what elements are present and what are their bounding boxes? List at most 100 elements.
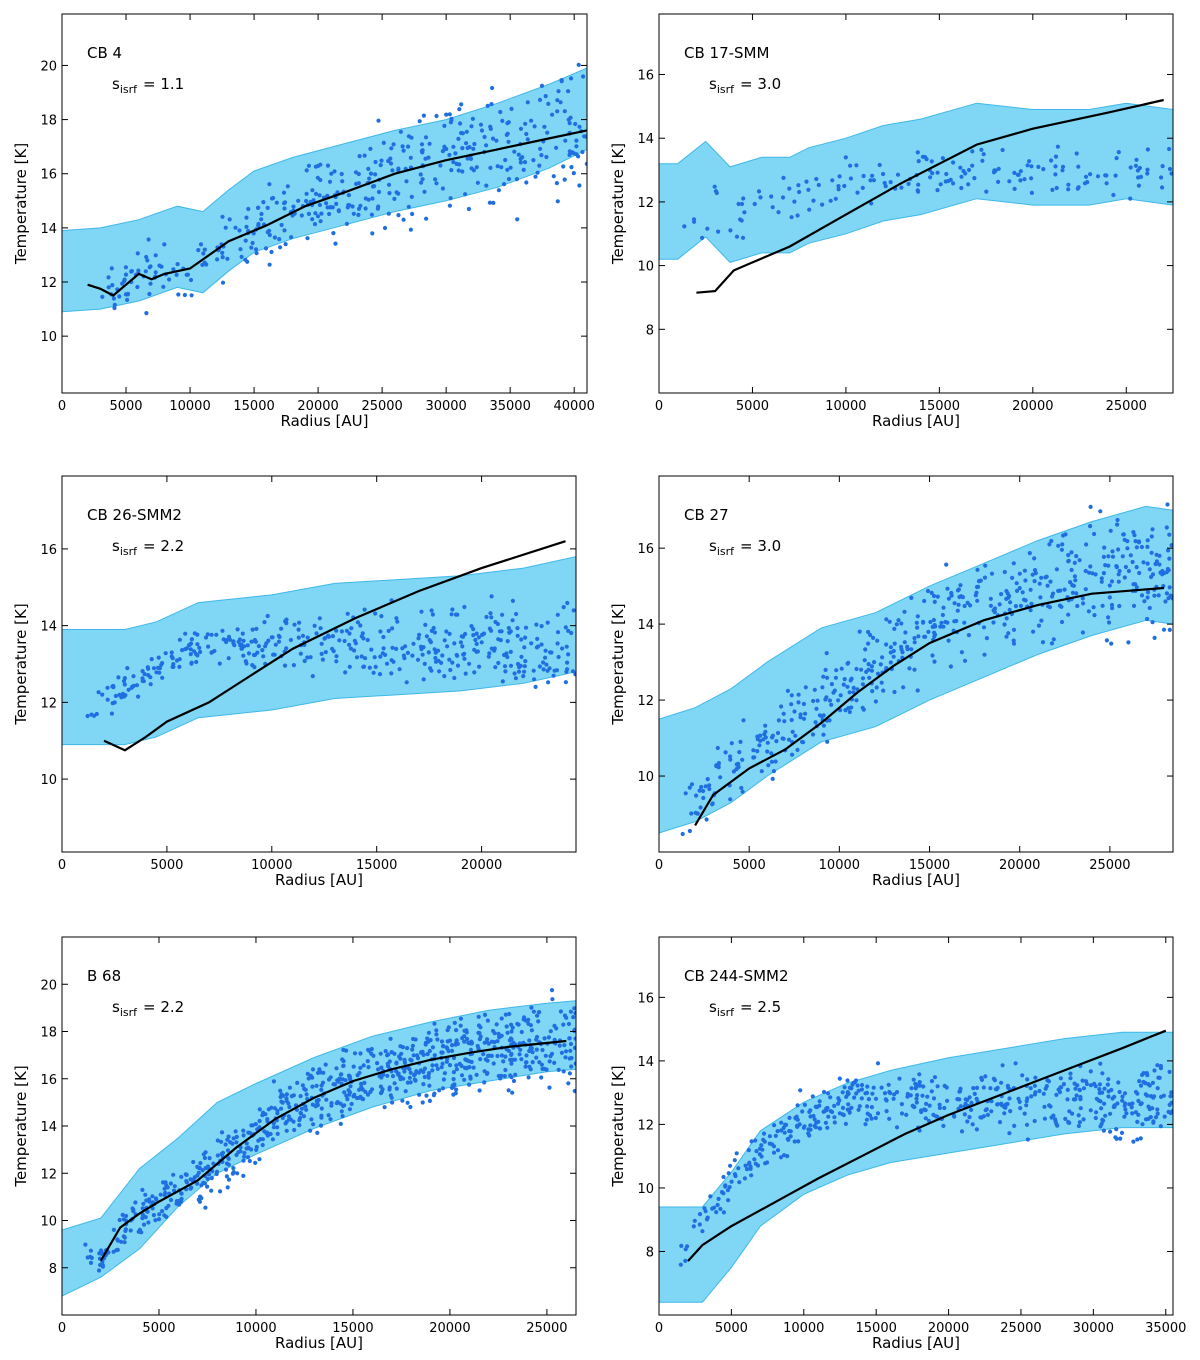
data-point [510,1025,515,1030]
data-point [202,1155,207,1161]
plot-area [62,62,587,316]
data-point [1003,1102,1009,1107]
data-point [1002,1111,1007,1116]
data-point [451,159,456,165]
data-point [220,214,225,219]
data-point [153,1218,158,1223]
data-point [812,687,817,692]
data-point [474,631,479,636]
data-point [975,598,980,603]
data-point [769,759,775,764]
data-point [1130,1101,1135,1106]
data-point [699,784,704,790]
data-point [513,1072,518,1077]
data-point [1073,1086,1078,1091]
data-point [522,1015,527,1020]
data-point [1145,171,1150,176]
data-point [279,1099,284,1104]
data-point [1135,168,1140,173]
model-range-band [62,1000,576,1297]
data-point [959,1129,965,1134]
data-point [568,1009,574,1014]
data-point [250,1123,255,1128]
data-point [442,123,447,128]
data-point [867,675,872,680]
data-point [789,215,794,220]
data-point [459,1073,465,1078]
data-point [843,155,848,160]
data-point [1000,147,1005,153]
data-point [512,671,517,676]
data-point [400,144,405,149]
data-point [421,677,426,682]
data-point [857,629,862,634]
data-point [1118,1136,1123,1141]
data-point [1033,571,1038,576]
data-point [531,1009,537,1014]
data-point [779,704,784,709]
data-point [474,1072,479,1077]
data-point [381,1072,386,1077]
data-point [1076,164,1081,169]
data-point [944,562,949,567]
data-point [462,1039,467,1044]
data-point [825,739,830,744]
data-point [426,1039,431,1044]
data-point [846,1102,851,1107]
data-point [376,204,381,209]
data-point [929,159,934,164]
data-point [373,664,378,670]
y-tick-label: 14 [40,1120,57,1135]
data-point [1066,558,1071,564]
data-point [884,617,889,622]
data-point [1065,1097,1070,1102]
data-point [339,1109,344,1114]
x-tick-label: 20000 [429,1321,470,1336]
data-point [875,638,880,643]
data-point [572,1006,576,1011]
data-point [970,163,975,168]
data-point [912,640,917,645]
data-point [153,253,158,258]
data-point [225,1148,231,1153]
data-point [136,268,141,273]
y-tick-label: 14 [637,132,654,147]
data-point [297,1123,302,1128]
data-point [89,712,94,717]
data-point [573,672,576,677]
data-point [464,1065,469,1070]
data-point [861,173,866,179]
data-point [391,659,396,664]
data-point [266,1107,271,1112]
data-point [569,165,574,170]
data-point [344,628,349,633]
data-point [506,139,511,144]
data-point [1145,544,1150,550]
data-point [458,1023,463,1028]
data-point [150,1194,155,1199]
data-point [1122,575,1127,580]
data-point [487,651,492,656]
data-point [869,664,875,669]
data-point [559,1050,565,1055]
data-point [1097,1087,1102,1092]
data-point [357,154,362,159]
data-point [1007,593,1012,599]
data-point [442,1071,447,1076]
data-point [197,1165,202,1170]
data-point [454,1087,459,1092]
data-point [105,685,110,690]
data-point [704,817,709,822]
data-point [305,635,310,640]
data-point [1068,1076,1073,1081]
data-point [870,173,875,178]
data-point [1038,595,1043,600]
data-point [267,232,272,238]
x-tick-label: 5000 [142,1321,175,1336]
data-point [897,1076,902,1081]
data-point [1112,1094,1117,1099]
data-point [728,1163,733,1168]
data-point [996,179,1001,184]
data-point [697,788,702,793]
data-point [318,219,323,224]
